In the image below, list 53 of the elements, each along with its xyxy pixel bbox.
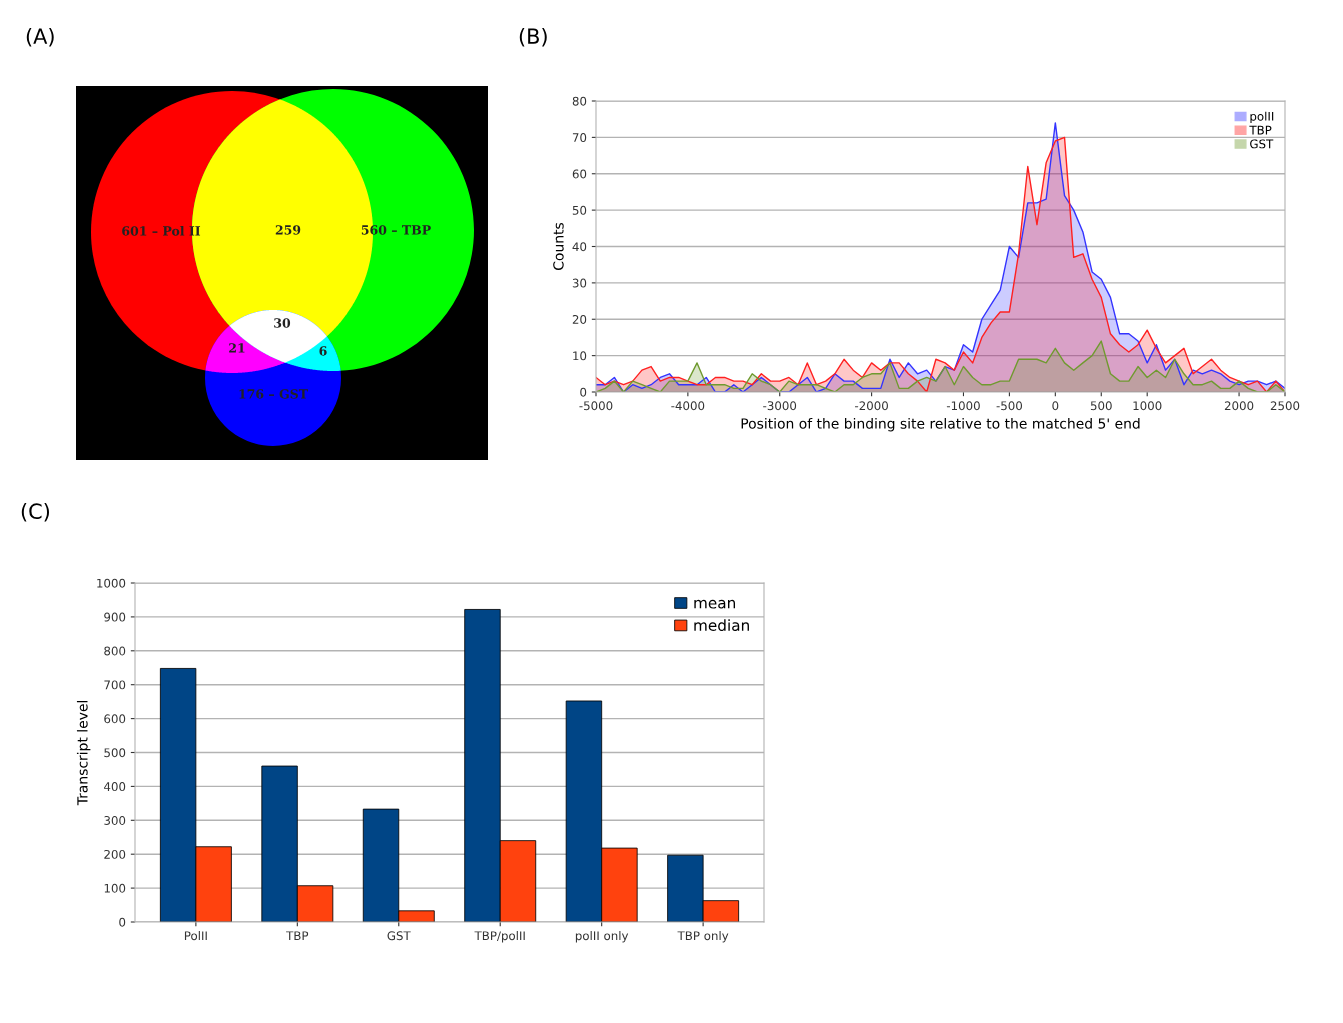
y-tick-label: 1000: [97, 578, 126, 588]
x-tick-label: -500: [996, 401, 1023, 411]
y-tick-label: 0: [580, 387, 587, 397]
x-tick-label: -5000: [579, 401, 613, 411]
x-tick-label: -4000: [671, 401, 705, 411]
x-tick-label: polII only: [575, 931, 629, 943]
y-tick-label: 300: [104, 816, 126, 825]
legend-label: TBP: [1249, 125, 1272, 135]
chart-title: (B): [519, 27, 547, 47]
y-tick-label: 700: [104, 680, 126, 690]
x-tick-label: -1000: [946, 401, 980, 411]
x-tick-label: 2500: [1270, 401, 1300, 411]
y-tick-label: 600: [104, 714, 126, 724]
y-tick-label: 70: [572, 133, 587, 143]
x-tick-label: 0: [1052, 401, 1059, 411]
text: 30: [274, 318, 291, 328]
y-tick-label: 900: [104, 612, 126, 622]
y-tick-label: 500: [104, 748, 126, 758]
legend-label: GST: [1250, 139, 1274, 149]
text: 6: [319, 346, 327, 356]
x-tick-label: TBP only: [677, 931, 729, 943]
y-axis-title: Counts: [553, 222, 564, 270]
text: 176 – GST: [239, 389, 308, 399]
y-tick-label: 30: [572, 278, 587, 288]
x-tick-label: TBP/polII: [474, 931, 525, 943]
y-tick-label: 0: [119, 917, 126, 927]
y-tick-label: 800: [104, 646, 126, 656]
y-tick-label: 10: [573, 351, 587, 361]
x-tick-label: -3000: [763, 401, 797, 411]
legend-label: median: [694, 619, 749, 631]
legend-label: polII: [1250, 111, 1274, 124]
text: 21: [229, 343, 245, 353]
y-tick-label: 400: [104, 782, 126, 792]
y-tick-label: 50: [572, 205, 587, 215]
y-tick-label: 100: [104, 883, 126, 893]
chart-title: (C): [21, 502, 50, 522]
x-tick-label: 1000: [1133, 401, 1162, 411]
y-tick-label: 60: [572, 169, 587, 179]
x-tick-label: GST: [387, 931, 411, 941]
x-axis-title: Position of the binding site relative to the matched 5' end: [741, 418, 1140, 432]
x-tick-label: 500: [1090, 401, 1112, 411]
y-tick-label: 80: [572, 96, 587, 106]
y-tick-label: 200: [104, 849, 126, 859]
x-tick-label: TBP: [286, 931, 309, 940]
text: 259: [275, 225, 301, 235]
text: (A): [26, 27, 54, 47]
y-tick-label: 40: [572, 242, 587, 252]
x-tick-label: 2000: [1224, 401, 1254, 411]
y-axis-title: Transcript level: [76, 701, 91, 806]
x-tick-label: PolII: [184, 931, 207, 941]
x-tick-label: -2000: [855, 401, 888, 411]
legend-label: mean: [694, 599, 736, 609]
y-tick-label: 20: [572, 314, 587, 324]
